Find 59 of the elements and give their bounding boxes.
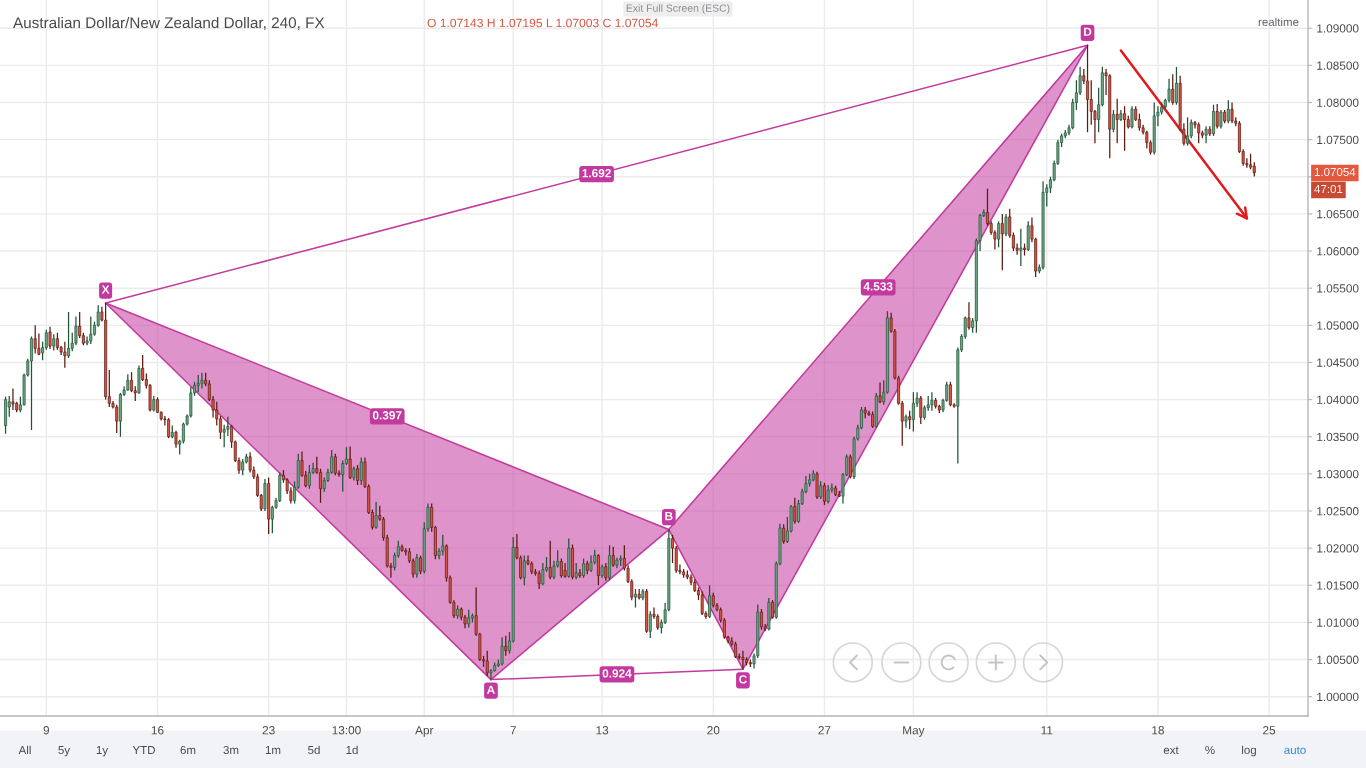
y-tick-label: 1.04500 bbox=[1317, 358, 1359, 367]
y-tick-label: 1.09000 bbox=[1317, 24, 1359, 33]
series-label: 0.397 bbox=[372, 411, 402, 420]
annotation: A bbox=[486, 685, 495, 694]
text: 3m bbox=[223, 745, 239, 755]
y-tick-label: 1.03500 bbox=[1317, 432, 1359, 442]
x-tick-label: 13:00 bbox=[332, 726, 361, 735]
x-tick-label: 9 bbox=[43, 726, 50, 735]
y-tick-label: 1.03000 bbox=[1317, 469, 1359, 479]
text: 1.07054 bbox=[1314, 167, 1356, 177]
text: YTD bbox=[132, 746, 155, 754]
text: 47:01 bbox=[1314, 184, 1343, 194]
x-tick-label: 13 bbox=[596, 726, 609, 735]
text: 6m bbox=[180, 745, 196, 755]
annotation: X bbox=[101, 285, 110, 294]
x-tick-label: 11 bbox=[1041, 726, 1053, 735]
y-tick-label: 1.08500 bbox=[1317, 61, 1359, 70]
y-tick-label: 1.01000 bbox=[1317, 618, 1359, 627]
annotation: D bbox=[1084, 27, 1092, 36]
text: auto bbox=[1284, 746, 1306, 755]
y-tick-label: 1.01500 bbox=[1317, 581, 1359, 590]
y-tick-label: 1.05500 bbox=[1317, 284, 1359, 293]
x-tick-label: May bbox=[903, 726, 925, 737]
y-tick-label: 1.00500 bbox=[1317, 655, 1359, 664]
text: Australian Dollar/New Zealand Dollar, 240, FX bbox=[13, 16, 325, 30]
y-tick-label: 1.04000 bbox=[1317, 395, 1359, 404]
y-tick-label: 1.08000 bbox=[1317, 98, 1359, 107]
y-tick-label: 1.07500 bbox=[1317, 135, 1359, 145]
y-tick-label: 1.05000 bbox=[1317, 321, 1359, 330]
text: log bbox=[1242, 745, 1256, 757]
annotation: C bbox=[739, 675, 747, 684]
text: O 1.07143 H 1.07195 L 1.07003 C 1.07054 bbox=[427, 18, 658, 28]
text: 1y bbox=[96, 746, 109, 757]
series-label: 0.924 bbox=[602, 669, 632, 678]
series-label: 4.533 bbox=[863, 282, 893, 291]
y-tick-label: 1.06500 bbox=[1317, 209, 1359, 219]
x-tick-label: 27 bbox=[818, 726, 831, 735]
y-tick-label: 1.06000 bbox=[1317, 247, 1359, 256]
annotation: B bbox=[665, 512, 673, 521]
x-tick-label: 16 bbox=[151, 726, 164, 735]
annotation: realtime bbox=[1258, 17, 1299, 27]
y-tick-label: 1.00000 bbox=[1317, 692, 1359, 702]
text: % bbox=[1205, 745, 1215, 755]
y-tick-label: 1.02000 bbox=[1317, 544, 1359, 553]
text: 1d bbox=[346, 745, 358, 755]
text: 5y bbox=[58, 746, 71, 757]
text: All bbox=[18, 745, 31, 754]
x-tick-label: 23 bbox=[262, 726, 275, 735]
x-tick-label: 7 bbox=[510, 726, 516, 735]
text: 5d bbox=[308, 745, 320, 755]
text: ext bbox=[1163, 746, 1179, 755]
annotation: Exit Full Screen (ESC) bbox=[626, 4, 730, 14]
x-tick-label: 18 bbox=[1152, 726, 1164, 735]
text: 1m bbox=[265, 746, 281, 754]
x-tick-label: 25 bbox=[1263, 726, 1276, 735]
x-tick-label: 20 bbox=[707, 726, 720, 735]
series-label: 1.692 bbox=[582, 168, 611, 178]
y-tick-label: 1.02500 bbox=[1317, 507, 1359, 516]
x-tick-label: Apr bbox=[415, 726, 434, 737]
